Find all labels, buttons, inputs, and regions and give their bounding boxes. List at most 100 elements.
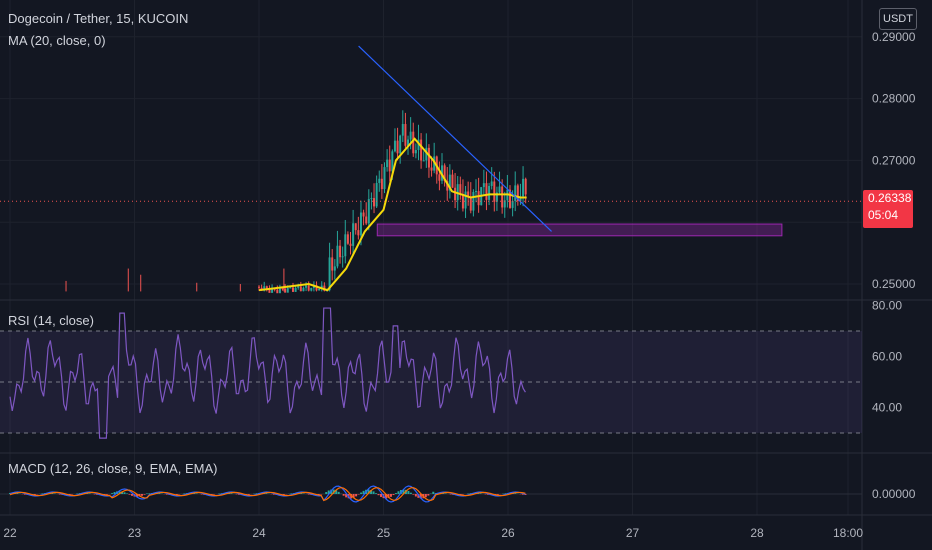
macd-hist-bar [442, 493, 445, 494]
macd-hist-bar [407, 490, 410, 494]
candle-body [427, 147, 430, 168]
macd-hist-bar [68, 494, 71, 495]
macd-hist-bar [514, 493, 517, 494]
macd-hist-bar [106, 494, 109, 495]
candle-body [276, 289, 279, 294]
candle-body [299, 286, 302, 292]
rsi-tick-label: 80.00 [872, 299, 902, 313]
rsi-legend[interactable]: RSI (14, close) [8, 313, 94, 328]
candle-body [370, 198, 373, 200]
macd-legend[interactable]: MACD (12, 26, close, 9, EMA, EMA) [8, 461, 218, 476]
candle-body [399, 135, 402, 154]
macd-hist-bar [424, 494, 427, 498]
candle-body [271, 288, 274, 293]
time-axis[interactable]: 22 23 24 25 26 27 28 18:00 [3, 526, 863, 540]
macd-hist-bar [111, 493, 114, 494]
macd-hist-bar [140, 494, 143, 496]
candle-body [383, 167, 386, 190]
macd-layer [0, 485, 862, 503]
candle-body [286, 288, 289, 293]
candle-body [302, 287, 305, 292]
support-zone[interactable] [376, 223, 783, 237]
macd-hist-bar [118, 491, 121, 494]
macd-hist-bar [384, 494, 387, 499]
price-tick-label: 0.25000 [872, 277, 916, 291]
candle-body [258, 286, 260, 288]
macd-hist-bar [148, 493, 151, 494]
macd-hist-bar [41, 493, 44, 494]
macd-hist-bar [272, 494, 275, 495]
macd-hist-bar [524, 494, 527, 496]
candle-body [373, 198, 376, 207]
time-tick-label: 26 [501, 526, 515, 540]
candle-body [380, 178, 383, 190]
ma-line [258, 137, 527, 292]
candle-body [281, 288, 284, 290]
macd-hist-bar [394, 493, 397, 494]
macd-hist-bar [317, 494, 320, 495]
candle-body [331, 257, 334, 271]
macd-hist-bar [419, 494, 422, 499]
candle-body [328, 257, 331, 291]
macd-hist-bar [362, 490, 365, 494]
macd-hist-bar [325, 492, 328, 494]
candle-body [469, 196, 472, 211]
candle-body [485, 183, 488, 200]
macd-hist-bar [337, 491, 340, 494]
candle-body [475, 191, 478, 193]
macd-hist-bar [357, 494, 360, 495]
candle-body [320, 285, 323, 289]
price-tick-label: 0.29000 [872, 30, 916, 44]
trendline [358, 45, 552, 232]
macd-hist-bar [300, 493, 303, 494]
candle-body [451, 174, 454, 188]
candle-body [367, 199, 370, 224]
macd-hist-bar [165, 494, 168, 495]
macd-hist-bar [402, 489, 405, 494]
lines-layer [0, 45, 862, 292]
macd-hist-bar [479, 493, 482, 494]
rsi-tick-label: 40.00 [872, 401, 902, 415]
candle-body [425, 147, 428, 161]
ma-legend[interactable]: MA (20, close, 0) [8, 33, 106, 48]
candle-body [472, 191, 475, 211]
last-price-value: 0.26338 [868, 191, 912, 205]
macd-hist-bar [342, 494, 345, 496]
currency-badge[interactable]: USDT [879, 8, 917, 30]
candle-body [341, 256, 344, 258]
macd-hist-bar [414, 494, 417, 497]
candle-body [407, 139, 410, 146]
candle-body [461, 194, 464, 209]
price-axis[interactable]: 0.29000 0.28000 0.27000 0.25000 80.00 60.00 40… [872, 30, 916, 501]
candle-body [333, 266, 336, 271]
support-zone-rect [376, 223, 783, 237]
candle-body [362, 212, 365, 217]
candle-body [354, 223, 357, 231]
candle-body [265, 286, 268, 290]
candle-body [352, 223, 355, 246]
macd-hist-bar [145, 493, 148, 494]
macd-hist-bar [409, 492, 412, 494]
candle-body [278, 288, 281, 294]
macd-hist-bar [352, 494, 355, 498]
symbol-title: Dogecoin / Tether, 15, KUCOIN [8, 11, 189, 26]
macd-hist-bar [417, 494, 420, 498]
candle-body [318, 288, 321, 291]
candle-body [417, 139, 420, 150]
macd-hist-bar [51, 493, 54, 494]
macd-hist-bar [497, 494, 500, 495]
candle-body [284, 288, 287, 293]
macd-hist-bar [123, 492, 126, 494]
candle-body [391, 151, 394, 172]
rsi-layer [0, 307, 862, 439]
macd-hist-bar [375, 493, 378, 494]
candle-body [495, 192, 498, 202]
macd-hist-bar [360, 492, 363, 494]
last-price-tag: 0.26338 05:04 [863, 190, 913, 228]
time-tick-label: 27 [626, 526, 640, 540]
candle-body [357, 230, 360, 236]
candle-body [297, 286, 300, 288]
candle-body [310, 288, 313, 291]
macd-hist-bar [33, 494, 36, 495]
